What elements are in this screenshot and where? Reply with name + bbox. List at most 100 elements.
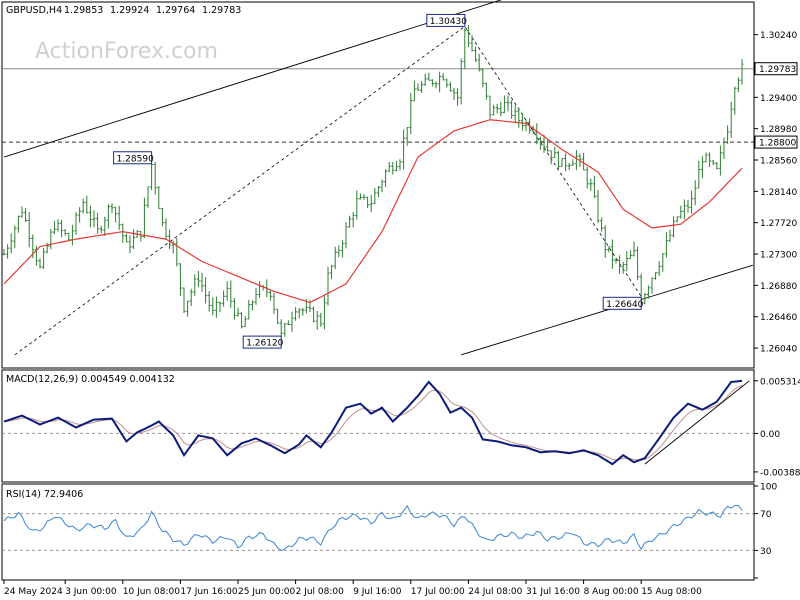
ohlc-bar [380, 179, 384, 192]
rsi-title: RSI(14) 72.9406 [6, 489, 83, 500]
ohlc-bar [391, 161, 395, 175]
ohlc-bar [355, 190, 359, 220]
x-tick-label: 25 Jun 00:00 [238, 587, 295, 597]
ohlc-bar [362, 194, 366, 200]
ohlc-bar [243, 316, 247, 328]
ohlc-bar [276, 308, 280, 324]
price-annotation-box [242, 335, 282, 349]
ohlc-bar [182, 287, 186, 313]
ohlc-bar [646, 285, 650, 299]
macd-tick-label: 0.00 [760, 430, 780, 440]
ohlc-bar [661, 253, 665, 272]
ohlc-bar [409, 93, 413, 135]
header-high: 1.29924 [110, 5, 149, 16]
ohlc-bar [373, 188, 377, 205]
ohlc-bar [549, 150, 553, 165]
ohlc-bar [247, 299, 251, 320]
ohlc-bar [546, 139, 550, 152]
ohlc-bar [376, 185, 380, 198]
x-tick-label: 9 Jul 16:00 [353, 587, 402, 597]
ohlc-bar [708, 152, 712, 168]
ohlc-bar [103, 216, 107, 237]
ohlc-bar [722, 137, 726, 159]
ohlc-bar [682, 199, 686, 220]
ohlc-bar [625, 251, 629, 272]
ohlc-bar [369, 194, 373, 213]
ohlc-bar [466, 25, 470, 47]
ohlc-bar [564, 153, 568, 172]
ohlc-bar [632, 241, 636, 257]
ohlc-bar [596, 190, 600, 224]
ohlc-bar [506, 95, 510, 112]
ohlc-bar [517, 107, 521, 128]
price-tick-label: 1.26880 [760, 282, 797, 292]
macd-line [3, 379, 743, 466]
ohlc-bar [481, 68, 485, 88]
ohlc-bar [686, 199, 690, 213]
ohlc-bar [610, 239, 614, 269]
macd-tick-label: 0.005314 [760, 377, 800, 387]
macd-panel [1, 369, 755, 483]
x-tick-label: 3 Jun 00:00 [65, 587, 117, 597]
ohlc-bar [27, 212, 31, 248]
rsi-line [3, 504, 743, 552]
price-tick-label: 1.27720 [760, 219, 797, 229]
ohlc-bar [139, 230, 143, 242]
ohlc-bar [254, 287, 258, 305]
ohlc-bar [99, 225, 103, 234]
ohlc-bar [186, 300, 190, 317]
price-annotation-label: 1.26640 [606, 300, 643, 310]
ohlc-bar [164, 218, 168, 241]
ohlc-bar [117, 205, 121, 230]
ohlc-bar [427, 72, 431, 81]
ohlc-bar [168, 229, 172, 250]
ohlc-bar [592, 175, 596, 199]
ohlc-bar [513, 104, 517, 124]
ohlc-bar [344, 222, 348, 249]
ohlc-bar [535, 123, 539, 145]
ohlc-bar [387, 161, 391, 172]
ohlc-bar [585, 167, 589, 189]
ohlc-bar [160, 207, 164, 227]
ohlc-bar [463, 28, 467, 69]
ohlc-bar [697, 160, 701, 189]
current-price-box [754, 62, 798, 76]
ohlc-bar [398, 159, 402, 171]
ohlc-bar [470, 35, 474, 52]
ohlc-bar [445, 78, 449, 88]
ohlc-bar [16, 215, 20, 233]
ohlc-bar [628, 250, 632, 260]
ohlc-bar [488, 95, 492, 119]
ohlc-bar [452, 87, 456, 101]
price-annotation-label: 1.30430 [430, 17, 467, 27]
ohlc-bar [337, 245, 341, 258]
header-close: 1.29783 [202, 5, 241, 16]
ohlc-bar [20, 206, 24, 218]
ohlc-bar [729, 101, 733, 138]
ohlc-bar [423, 73, 427, 86]
ohlc-bar [268, 290, 272, 301]
price-annotation-box [426, 13, 466, 27]
ohlc-bar [13, 225, 17, 249]
rsi-tick-label: 30 [760, 547, 772, 557]
ohlc-bar [60, 219, 64, 238]
ohlc-bar [88, 205, 92, 228]
ohlc-bar [726, 125, 730, 144]
ohlc-bar [63, 229, 67, 236]
ohlc-bar [668, 229, 672, 242]
ohlc-bar [650, 277, 654, 295]
price-tick-label: 1.28560 [760, 156, 797, 166]
ohlc-bar [430, 79, 434, 87]
ohlc-bar [412, 80, 416, 102]
ohlc-bar [114, 206, 118, 223]
price-header: GBPUSD,H4 1.29853 1.29924 1.29764 1.2978… [6, 5, 241, 16]
ohlc-bar [340, 240, 344, 258]
ohlc-bar [301, 307, 305, 316]
watermark: ActionForex.com [35, 39, 218, 64]
ohlc-bar [286, 320, 290, 326]
ohlc-bar [283, 322, 287, 337]
ohlc-bar [121, 223, 125, 243]
ohlc-bar [384, 169, 388, 187]
ohlc-bar [582, 152, 586, 171]
